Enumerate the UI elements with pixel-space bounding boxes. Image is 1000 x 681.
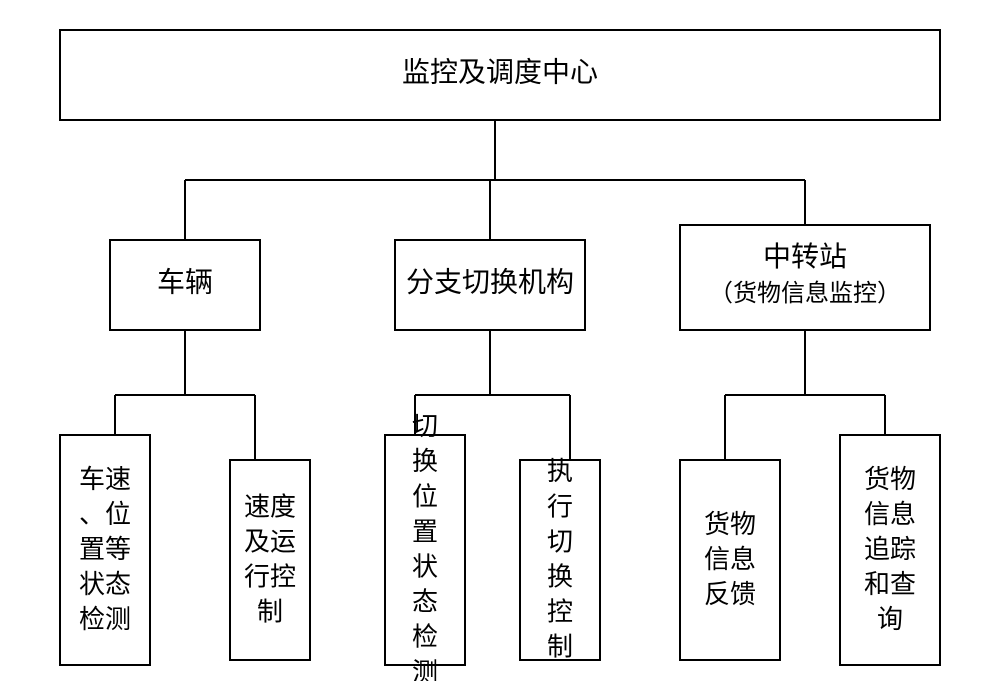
leaf-sw-pos-label-row-6: 检	[412, 623, 438, 652]
station-label-2: （货物信息监控）	[709, 280, 901, 307]
leaf-sw-pos-label-row-7: 测	[412, 658, 438, 681]
leaf-sw-exec-label-row-1: 行	[547, 492, 573, 521]
leaf-speed-ctrl-label-row-2: 行控	[244, 563, 296, 592]
leaf-speed-ctrl-box	[230, 460, 310, 660]
leaf-speed-ctrl-label-row-3: 制	[257, 598, 283, 627]
leaf-sw-exec-box	[520, 460, 600, 660]
leaf-sw-pos-label-row-3: 置	[412, 517, 438, 546]
vehicle-label: 车辆	[157, 266, 213, 298]
leaf-sw-exec-label-row-3: 换	[547, 563, 573, 592]
leaf-cargo-fb-label-row-2: 反馈	[704, 580, 756, 609]
leaf-sw-exec-label-row-0: 执	[547, 457, 573, 486]
leaf-sw-exec-label-row-2: 切	[547, 527, 573, 556]
switch-label: 分支切换机构	[406, 266, 574, 298]
leaf-cargo-track-label-row-0: 货物	[864, 465, 916, 494]
leaf-sw-exec-label-row-5: 制	[547, 633, 573, 662]
leaf-speed-ctrl-label-row-1: 及运	[244, 527, 296, 556]
station-box	[680, 225, 930, 330]
leaf-speed-pos-label-row-4: 检测	[79, 605, 131, 634]
leaf-sw-pos-label-row-2: 位	[412, 482, 438, 511]
station-label-1: 中转站	[763, 241, 847, 273]
leaf-sw-pos-label-row-1: 换	[412, 447, 438, 476]
leaf-cargo-track-label-row-1: 信息	[864, 500, 916, 529]
leaf-speed-pos-label-row-1: 、位	[79, 500, 131, 529]
leaf-cargo-track-label-row-2: 追踪	[864, 535, 916, 564]
root-label: 监控及调度中心	[402, 56, 598, 88]
org-chart-diagram: 监控及调度中心车辆分支切换机构中转站（货物信息监控）车速、位置等状态检测速度及运…	[0, 0, 1000, 681]
leaf-cargo-fb-label-row-0: 货物	[704, 510, 756, 539]
leaf-sw-exec-label-row-4: 控	[547, 598, 573, 627]
leaf-speed-ctrl-label-row-0: 速度	[244, 492, 296, 521]
leaf-sw-pos-label-row-0: 切	[412, 412, 438, 441]
leaf-cargo-track-label-row-4: 询	[877, 605, 903, 634]
leaf-cargo-fb-label-row-1: 信息	[704, 545, 756, 574]
leaf-speed-pos-label-row-3: 状态	[79, 570, 131, 599]
leaf-cargo-track-label-row-3: 和查	[864, 570, 916, 599]
leaf-sw-pos-label-row-5: 态	[412, 588, 438, 617]
leaf-speed-pos-label-row-2: 置等	[79, 535, 131, 564]
leaf-sw-pos-label-row-4: 状	[412, 553, 438, 582]
leaf-speed-pos-label-row-0: 车速	[79, 465, 131, 494]
